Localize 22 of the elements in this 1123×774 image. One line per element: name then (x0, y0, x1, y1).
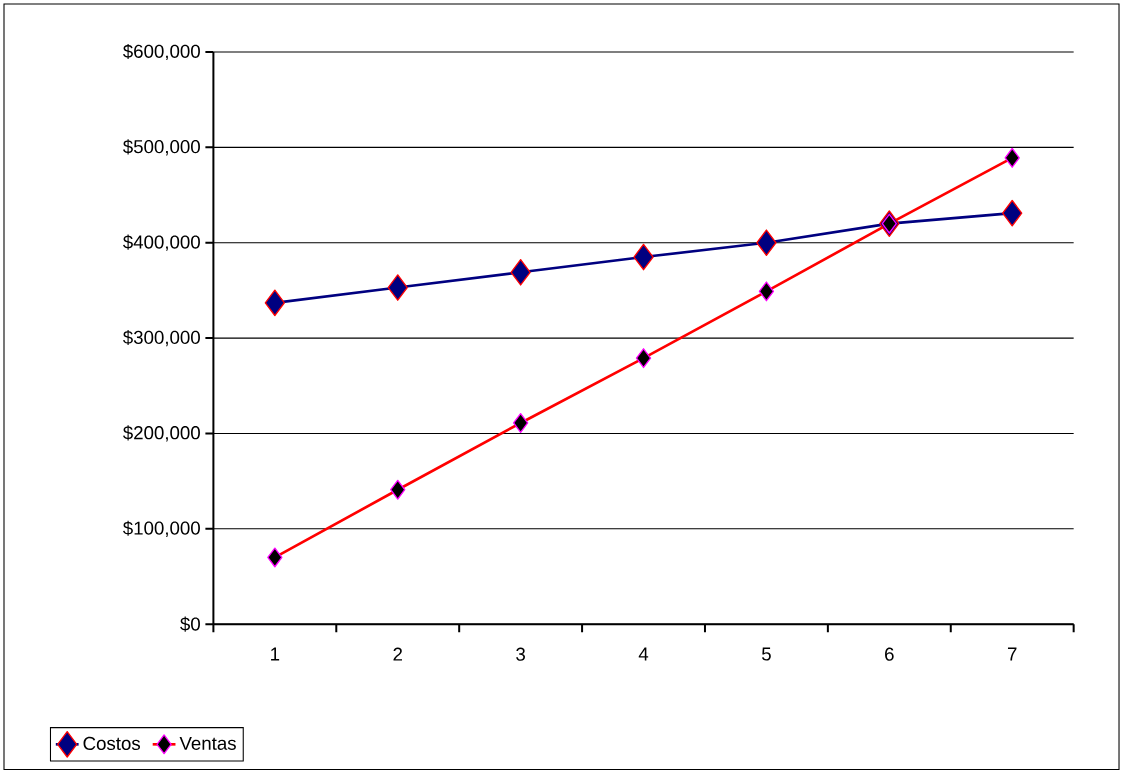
x-tick-label: 3 (516, 647, 525, 662)
y-tick-label: $500,000 (123, 139, 200, 156)
x-tick-label: 5 (761, 647, 771, 661)
x-tick-label: 1 (271, 647, 280, 661)
point (633, 243, 654, 271)
x-tick-label: 6 (885, 647, 894, 662)
y-tick-label: $200,000 (123, 425, 200, 442)
point (264, 289, 286, 317)
y-tick-label: $600,000 (123, 44, 200, 61)
y-tick-label: $400,000 (123, 234, 200, 252)
y-tick-label: $300,000 (123, 330, 200, 347)
point (756, 229, 777, 257)
point (387, 274, 408, 302)
y-tick-label: $0 (180, 616, 200, 632)
x-tick-label: 2 (393, 647, 402, 661)
x-tick-label: 7 (1007, 647, 1017, 661)
y-tick-label: $100,000 (123, 520, 200, 538)
legend-label: Ventas (179, 737, 236, 751)
legend-label: Costos (83, 736, 141, 751)
x-tick-label: 4 (638, 647, 649, 661)
point (1002, 200, 1023, 227)
point (510, 259, 531, 286)
